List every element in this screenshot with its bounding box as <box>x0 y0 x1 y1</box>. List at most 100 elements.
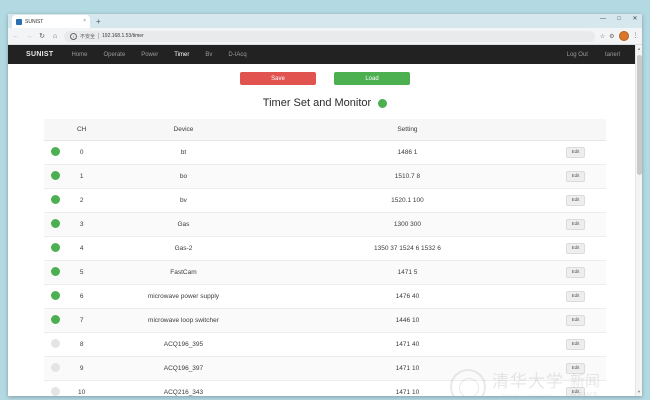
cell-setting: 1471 10 <box>270 356 545 381</box>
cell-actions: Edit <box>544 356 606 381</box>
info-icon[interactable]: i <box>70 32 77 40</box>
table-row: 0 bt 1486 1 Edit <box>44 140 606 165</box>
edit-button[interactable]: Edit <box>565 291 586 302</box>
edit-button[interactable]: Edit <box>565 315 586 326</box>
home-icon[interactable]: ⌂ <box>52 32 58 40</box>
nav-item-operate[interactable]: Operate <box>103 51 126 58</box>
minimize-button[interactable]: — <box>600 16 606 22</box>
nav-item-home[interactable]: Home <box>71 51 88 58</box>
edit-button[interactable]: Edit <box>565 339 586 350</box>
cell-actions: Edit <box>544 380 606 396</box>
new-tab-button[interactable]: + <box>96 17 101 26</box>
edit-button[interactable]: Edit <box>565 195 586 206</box>
cell-actions: Edit <box>544 260 606 285</box>
forward-icon[interactable]: → <box>25 32 33 40</box>
table-row: 4 Gas-2 1350 37 1524 6 1532 6 Edit <box>44 236 606 261</box>
cell-ch: 2 <box>66 188 97 213</box>
cell-setting: 1520.1 100 <box>270 188 545 213</box>
nav-item-power[interactable]: Power <box>141 51 159 58</box>
table-row: 10 ACQ216_343 1471 10 Edit <box>44 380 606 396</box>
cell-device: bt <box>96 140 270 165</box>
brand-logo[interactable]: SUNIST <box>26 51 54 58</box>
cell-setting: 1510.7 8 <box>270 164 545 189</box>
window-close-button[interactable]: ✕ <box>632 16 638 22</box>
divider <box>98 33 100 39</box>
url-text: 192.168.1.53/timer <box>102 33 144 39</box>
table-header-row: CH Device Setting <box>44 119 606 141</box>
edit-button[interactable]: Edit <box>565 147 586 158</box>
cell-device: microwave loop switcher <box>96 308 270 333</box>
table-row: 3 Gas 1300 300 Edit <box>44 212 606 237</box>
scrollbar-thumb[interactable] <box>637 55 642 175</box>
cell-actions: Edit <box>544 140 606 165</box>
site-navbar: SUNIST Home Operate Power Timer Bv D-IAc… <box>8 45 642 64</box>
nav-links: Home Operate Power Timer Bv D-IAcq <box>71 52 246 58</box>
status-dot-inactive <box>50 339 60 348</box>
scroll-up-icon[interactable]: ▲ <box>637 46 641 51</box>
page-scrollbar[interactable]: ▲ ▼ <box>635 45 642 396</box>
cell-actions: Edit <box>544 332 606 357</box>
browser-window: SUNIST × + — □ ✕ ← → ↻ ⌂ i 不安全 192.168.1… <box>8 14 642 396</box>
edit-button[interactable]: Edit <box>565 363 586 374</box>
timer-table-wrapper: CH Device Setting 0 bt 1486 1 Edit 1 bo 1510.7… <box>44 119 606 396</box>
status-dot-active <box>50 243 60 252</box>
extensions-icon[interactable]: ⚙ <box>609 33 615 40</box>
close-icon[interactable]: × <box>83 18 86 24</box>
table-row: 7 microwave loop switcher 1446 10 Edit <box>44 308 606 333</box>
cell-setting: 1471 40 <box>270 332 545 357</box>
table-row: 9 ACQ196_397 1471 10 Edit <box>44 356 606 381</box>
nav-item-bv[interactable]: Bv <box>205 51 213 58</box>
table-body: 0 bt 1486 1 Edit 1 bo 1510.7 8 Edit 2 bv 1520.1 10… <box>44 140 606 396</box>
save-button[interactable]: Save <box>240 72 316 85</box>
scroll-down-icon[interactable]: ▼ <box>637 389 641 394</box>
username-label[interactable]: tanerl <box>604 51 620 58</box>
header-setting: Setting <box>270 119 545 141</box>
browser-menu-icon[interactable]: ⋮ <box>632 33 639 39</box>
address-bar[interactable]: i 不安全 192.168.1.53/timer <box>64 30 595 42</box>
cell-actions: Edit <box>544 188 606 213</box>
header-status <box>44 119 67 141</box>
page-viewport: SUNIST Home Operate Power Timer Bv D-IAc… <box>8 45 642 396</box>
edit-button[interactable]: Edit <box>565 267 586 278</box>
row-status-cell <box>44 380 67 396</box>
reload-icon[interactable]: ↻ <box>39 32 45 40</box>
table-row: 6 microwave power supply 1476 40 Edit <box>44 284 606 309</box>
page-title-row: Timer Set and Monitor <box>8 97 642 109</box>
browser-tab[interactable]: SUNIST × <box>12 15 90 28</box>
cell-actions: Edit <box>544 284 606 309</box>
page-title: Timer Set and Monitor <box>262 97 372 109</box>
load-button[interactable]: Load <box>334 72 410 85</box>
row-status-cell <box>44 284 67 309</box>
edit-button[interactable]: Edit <box>565 171 586 182</box>
cell-ch: 10 <box>66 380 97 396</box>
row-status-cell <box>44 212 67 237</box>
status-dot-inactive <box>50 387 60 396</box>
edit-button[interactable]: Edit <box>565 219 586 230</box>
avatar[interactable] <box>618 31 629 41</box>
log-out-link[interactable]: Log Out <box>566 51 588 58</box>
row-status-cell <box>44 356 67 381</box>
table-row: 5 FastCam 1471 5 Edit <box>44 260 606 285</box>
maximize-button[interactable]: □ <box>617 16 621 22</box>
edit-button[interactable]: Edit <box>565 243 586 254</box>
cell-ch: 5 <box>66 260 97 285</box>
nav-item-timer[interactable]: Timer <box>174 51 190 58</box>
timer-table: CH Device Setting 0 bt 1486 1 Edit 1 bo 1510.7… <box>44 119 606 396</box>
bookmark-star-icon[interactable]: ☆ <box>599 33 606 40</box>
tab-strip: SUNIST × + — □ ✕ <box>8 14 642 28</box>
nav-item-d-iacq[interactable]: D-IAcq <box>228 51 247 58</box>
cell-setting: 1471 10 <box>270 380 545 396</box>
edit-button[interactable]: Edit <box>565 387 586 396</box>
status-dot-active <box>50 291 60 300</box>
header-device: Device <box>96 119 270 141</box>
cell-actions: Edit <box>544 212 606 237</box>
status-dot-active <box>50 219 60 228</box>
cell-ch: 0 <box>66 140 97 165</box>
back-icon[interactable]: ← <box>12 32 20 40</box>
status-dot-active <box>50 195 60 204</box>
cell-device: FastCam <box>96 260 270 285</box>
security-label: 不安全 <box>80 33 96 40</box>
cell-actions: Edit <box>544 164 606 189</box>
cell-ch: 6 <box>66 284 97 309</box>
cell-ch: 4 <box>66 236 97 261</box>
